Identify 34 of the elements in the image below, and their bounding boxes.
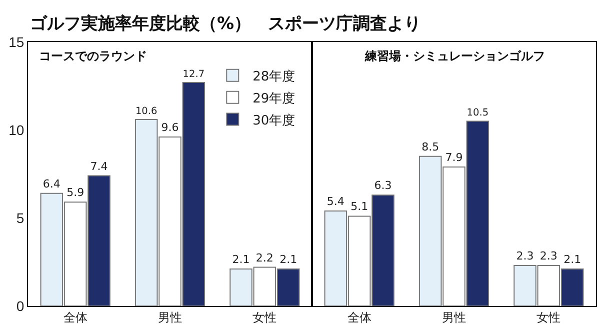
data-label: 5.1 [350,200,368,214]
text: 練習場・シミュレーションゴルフ [364,49,545,63]
y-tick-label: 15 [8,34,24,50]
data-label: 9.6 [161,121,179,134]
x-tick-label: 女性 [252,310,277,324]
x-tick-label: 男性 [442,310,466,324]
y-tick-label: 10 [8,122,24,138]
data-label: 5.9 [66,186,84,200]
data-label: 2.2 [256,251,274,264]
data-label: 5.4 [326,194,344,208]
data-label: 10.6 [135,106,158,117]
data-label: 7.4 [90,160,108,173]
data-label: 12.7 [182,68,205,80]
x-tick-label: 男性 [158,310,182,324]
data-label: 6.3 [374,179,392,192]
data-label: 2.1 [564,253,582,266]
chart-title: ゴルフ実施率年度比較（%） スポーツ庁調査より [30,14,422,34]
data-label: 2.1 [280,253,298,266]
data-label: 2.3 [540,250,558,263]
data-label: 2.3 [516,250,534,263]
data-label: 6.4 [42,177,60,190]
data-label: 2.1 [232,253,250,266]
legend-label: 30年度 [252,112,296,128]
legend-label: 29年度 [252,90,296,106]
x-tick-label: 全体 [63,310,88,324]
x-tick-label: 女性 [536,310,561,324]
y-tick-label: 0 [16,298,24,314]
legend-label: 28年度 [252,68,296,84]
text: コースでのラウンド [39,49,147,63]
data-label: 10.5 [466,108,489,119]
x-tick-label: 全体 [347,310,372,324]
y-tick-label: 5 [16,210,24,226]
data-label: 7.9 [445,150,463,164]
data-label: 8.5 [422,140,440,154]
